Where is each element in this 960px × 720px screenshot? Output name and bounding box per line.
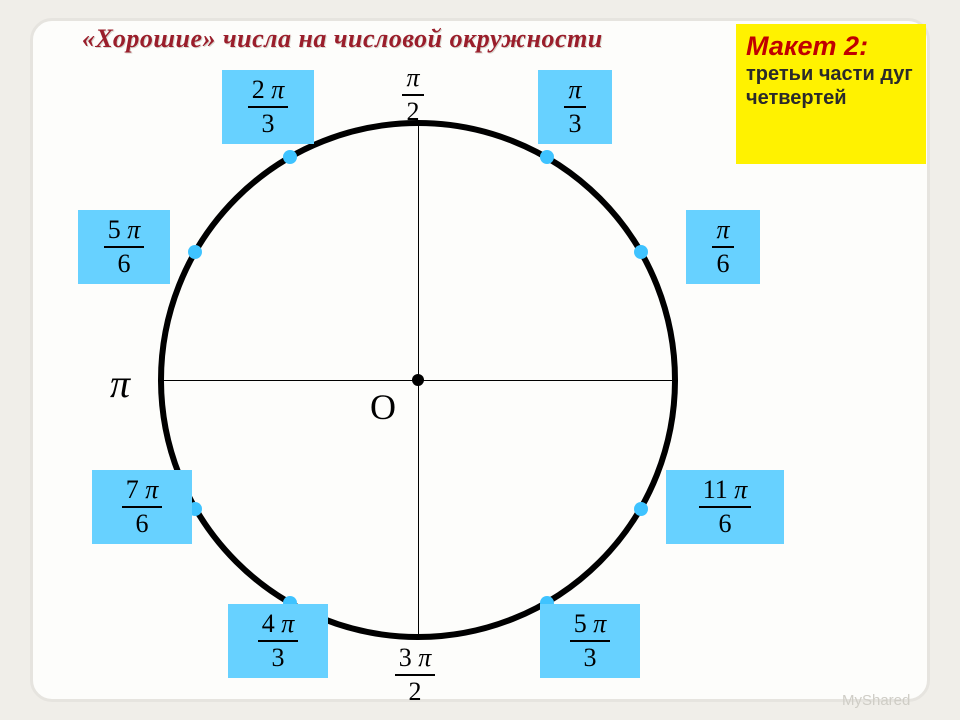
slide-outer: «Хорошие» числа на числовой окружности М… xyxy=(0,0,960,720)
angle-label: 5 π6 xyxy=(78,210,170,284)
circle-dot xyxy=(634,245,648,259)
angle-label: 4 π3 xyxy=(228,604,328,678)
angle-label: 5 π3 xyxy=(540,604,640,678)
circle-dot xyxy=(188,245,202,259)
angle-label: 2 π3 xyxy=(222,70,314,144)
angle-label: 7 π6 xyxy=(92,470,192,544)
circle-dot xyxy=(540,150,554,164)
diagram-stage: O π π2 π3 2 π3 π6 5 π6 11 π6 7 π6 5 π3 4 π3 3 π2 xyxy=(0,0,960,720)
pi-label: π xyxy=(110,360,130,407)
center-dot xyxy=(412,374,424,386)
angle-label: π3 xyxy=(538,70,612,144)
circle-dot xyxy=(283,150,297,164)
angle-label: π2 xyxy=(378,58,448,132)
center-label: O xyxy=(370,386,396,428)
angle-label: 3 π2 xyxy=(370,640,460,710)
watermark: MyShared xyxy=(842,692,910,709)
angle-label: π6 xyxy=(686,210,760,284)
circle-dot xyxy=(634,502,648,516)
angle-label: 11 π6 xyxy=(666,470,784,544)
